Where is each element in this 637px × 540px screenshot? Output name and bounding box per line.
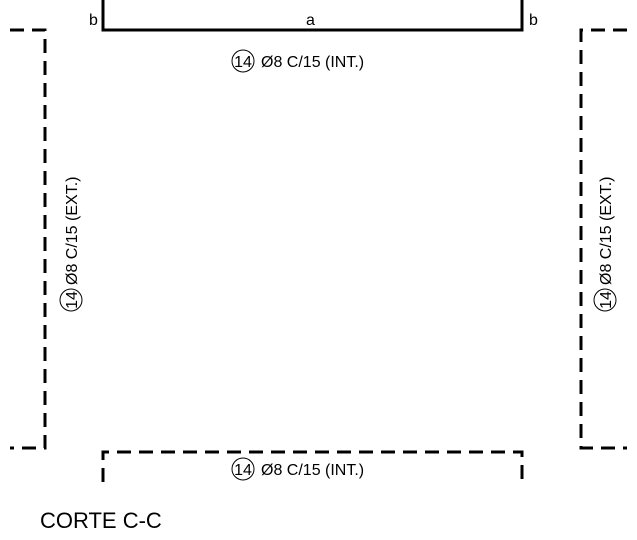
top-bar-shape <box>101 0 524 32</box>
bar-mark-circle-top <box>231 49 255 73</box>
left-bar-shape <box>10 28 47 450</box>
bar-mark-left: 14 <box>64 291 81 309</box>
bar-spec-top: Ø8 C/15 (INT.) <box>261 54 364 71</box>
right-bar-shape <box>579 28 627 450</box>
dimension-b-right: b <box>529 12 538 29</box>
bottom-bar-shape <box>101 450 524 482</box>
bar-mark-circle-bottom <box>231 457 255 481</box>
dimension-a: a <box>306 12 315 29</box>
section-title: CORTE C-C <box>40 508 162 533</box>
bar-mark-right: 14 <box>598 291 615 309</box>
bar-mark-top: 14 <box>234 54 252 71</box>
bar-spec-left: Ø8 C/15 (EXT.) <box>64 177 81 285</box>
dimension-b-left: b <box>89 12 98 29</box>
bar-mark-bottom: 14 <box>234 462 252 479</box>
bar-mark-circle-left <box>59 288 83 312</box>
bar-spec-right: Ø8 C/15 (EXT.) <box>598 177 615 285</box>
bar-mark-circle-right <box>593 288 617 312</box>
bar-spec-bottom: Ø8 C/15 (INT.) <box>261 462 364 479</box>
